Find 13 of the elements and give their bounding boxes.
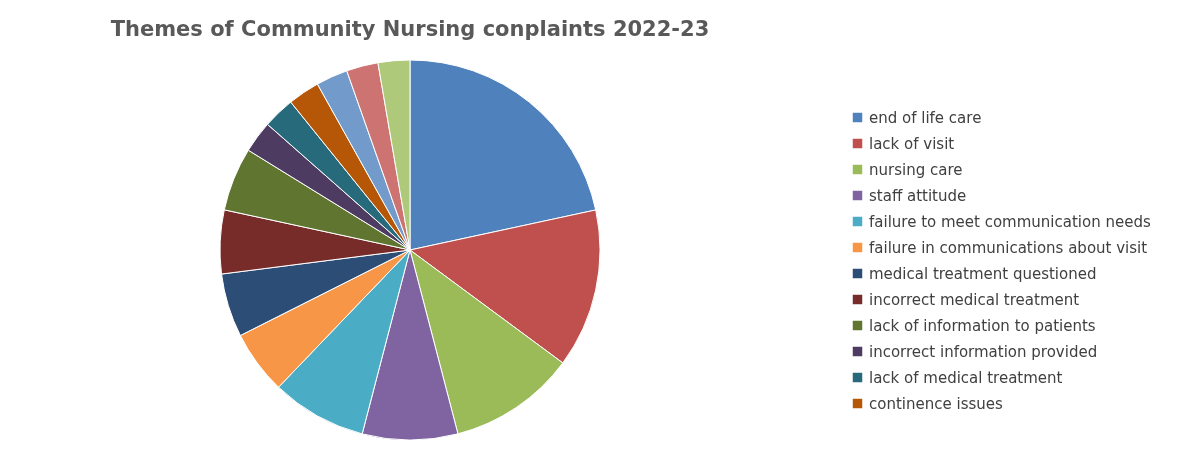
legend-label: staff attitude	[869, 186, 967, 205]
legend-label: end of life care	[869, 108, 982, 127]
legend-label: medical treatment questioned	[869, 264, 1097, 283]
legend-label: incorrect medical treatment	[869, 290, 1080, 309]
legend-label: failure to meet communication needs	[869, 212, 1151, 231]
legend-label: incorrect information provided	[869, 342, 1098, 361]
legend-label: lack of visit	[869, 134, 955, 153]
legend-label: continence issues	[869, 394, 1003, 413]
chart-title: Themes of Community Nursing conplaints 2022-23	[110, 17, 710, 41]
legend-label: failure in communications about visit	[869, 238, 1148, 257]
legend-label: nursing care	[869, 160, 963, 179]
legend-label: lack of information to patients	[869, 316, 1096, 335]
legend-label: lack of medical treatment	[869, 368, 1063, 387]
